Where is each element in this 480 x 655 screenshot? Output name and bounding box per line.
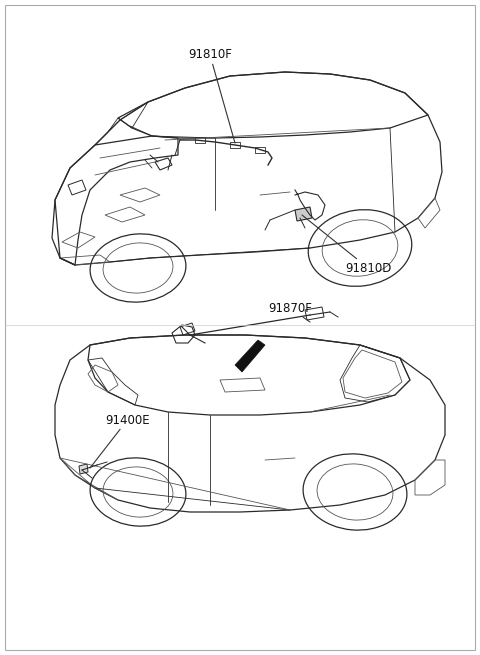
Polygon shape [295,207,312,221]
Text: 91810D: 91810D [302,215,391,274]
Polygon shape [235,340,265,372]
Text: 91400E: 91400E [90,413,150,468]
Polygon shape [79,464,88,474]
Text: 91870F: 91870F [268,301,312,322]
Text: 91810F: 91810F [188,48,235,143]
